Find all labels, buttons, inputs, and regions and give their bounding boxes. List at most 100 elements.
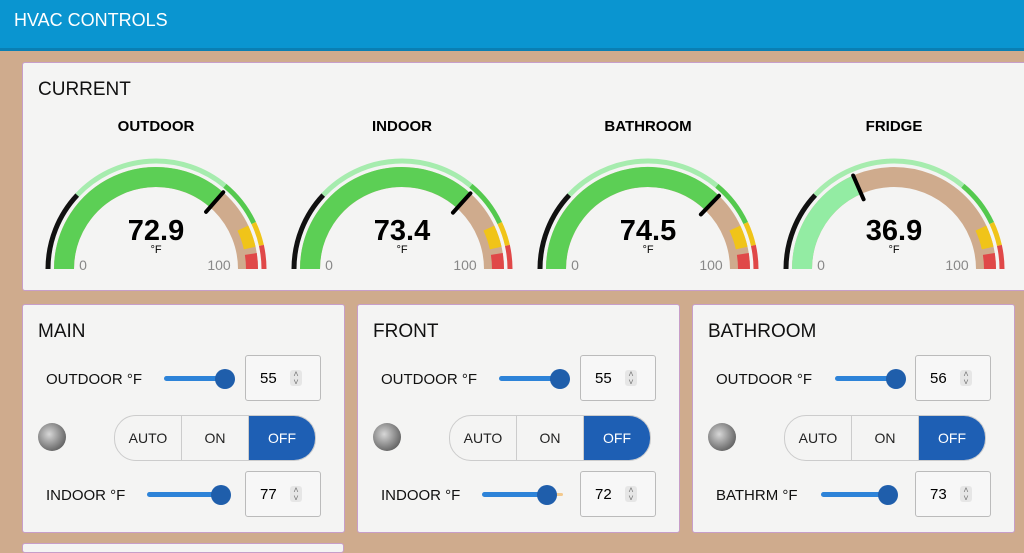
- mode-button[interactable]: OFF: [919, 416, 985, 460]
- gauge-band: [996, 244, 1005, 270]
- slider-track[interactable]: [164, 376, 225, 381]
- gauge-band: [813, 158, 965, 197]
- mode-button[interactable]: OFF: [249, 416, 315, 460]
- number-value: 55: [595, 370, 612, 387]
- slider[interactable]: [537, 485, 557, 505]
- gauge-end-red: [244, 253, 258, 270]
- gauge-value: 72.9: [128, 215, 184, 247]
- gauge-fill: [300, 167, 471, 270]
- gauge-end-yellow: [483, 225, 502, 250]
- mode-toggle: AUTO ON OFF: [449, 415, 651, 461]
- mode-button[interactable]: ON: [852, 416, 919, 460]
- status-led: [373, 423, 401, 451]
- gauge-band: [251, 221, 264, 247]
- gauge-end-yellow: [729, 225, 748, 250]
- slider-track[interactable]: [499, 376, 560, 381]
- control-label: INDOOR °F: [381, 487, 461, 504]
- gauge-band: [537, 193, 572, 270]
- gauge-end-red: [736, 253, 750, 270]
- mode-button[interactable]: OFF: [584, 416, 650, 460]
- zone-title: MAIN: [38, 321, 86, 342]
- number-input[interactable]: 77 ˄ ˅: [245, 471, 321, 517]
- slider[interactable]: [215, 369, 235, 389]
- gauge-label: BATHROOM: [604, 118, 691, 135]
- control-label: OUTDOOR °F: [716, 371, 812, 388]
- zone-panel: MAIN OUTDOOR °F 55 ˄ ˅ INDOOR °F 77 ˄ ˅ AUTO ON OFF: [22, 304, 345, 533]
- slider-track[interactable]: [821, 492, 888, 497]
- gauge-band: [961, 183, 994, 225]
- mode-button[interactable]: ON: [182, 416, 249, 460]
- mode-button[interactable]: ON: [517, 416, 584, 460]
- slider[interactable]: [211, 485, 231, 505]
- gauge-needle: [450, 191, 473, 215]
- gauge-value: 36.9: [866, 215, 922, 247]
- zone-title: FRONT: [373, 321, 439, 342]
- gauge-band: [715, 183, 748, 225]
- slider[interactable]: [550, 369, 570, 389]
- gauge-band: [497, 221, 510, 247]
- status-led: [708, 423, 736, 451]
- gauge-min: 0: [817, 257, 825, 273]
- gauge-band: [750, 244, 759, 270]
- mode-button[interactable]: AUTO: [115, 416, 182, 460]
- gauge-label: OUTDOOR: [118, 118, 195, 135]
- gauge-band: [743, 221, 756, 247]
- number-input[interactable]: 55 ˄ ˅: [245, 355, 321, 401]
- number-input[interactable]: 73 ˄ ˅: [915, 471, 991, 517]
- slider[interactable]: [878, 485, 898, 505]
- gauge-band: [291, 193, 326, 270]
- number-value: 55: [260, 370, 277, 387]
- gauge-max: 100: [207, 257, 231, 273]
- current-panel: CURRENT OUTDOOR 72.9 °F 0 100 INDOOR 73.4 °F 0 10…: [22, 62, 1024, 291]
- slider-track[interactable]: [482, 492, 547, 497]
- gauge-end-red: [490, 253, 504, 270]
- slider-track[interactable]: [147, 492, 221, 497]
- spinner: ˄ ˅: [960, 370, 972, 387]
- slider[interactable]: [886, 369, 906, 389]
- gauge-unit: °F: [888, 244, 899, 256]
- gauge-band: [504, 244, 513, 270]
- gauge-band: [783, 193, 818, 270]
- number-input[interactable]: 56 ˄ ˅: [915, 355, 991, 401]
- control-label: OUTDOOR °F: [46, 371, 142, 388]
- spinner: ˄ ˅: [960, 486, 972, 503]
- header: HVAC CONTROLS: [0, 0, 1024, 51]
- number-value: 56: [930, 370, 947, 387]
- gauge-band: [567, 158, 719, 197]
- spinner: ˄ ˅: [290, 370, 302, 387]
- control-label: OUTDOOR °F: [381, 371, 477, 388]
- gauge-band: [989, 221, 1002, 247]
- mode-button[interactable]: AUTO: [785, 416, 852, 460]
- number-value: 73: [930, 486, 947, 503]
- number-input[interactable]: 55 ˄ ˅: [580, 355, 656, 401]
- gauge-max: 100: [945, 257, 969, 273]
- gauge-end-red: [982, 253, 996, 270]
- gauge-band: [223, 183, 256, 225]
- mode-toggle: AUTO ON OFF: [114, 415, 316, 461]
- mode-toggle: AUTO ON OFF: [784, 415, 986, 461]
- mode-button[interactable]: AUTO: [450, 416, 517, 460]
- gauge-unit: °F: [150, 244, 161, 256]
- gauge-needle: [698, 193, 721, 217]
- control-label: INDOOR °F: [46, 487, 126, 504]
- number-value: 77: [260, 486, 277, 503]
- gauge-needle: [851, 173, 866, 202]
- slider-track[interactable]: [835, 376, 896, 381]
- gauge-fill: [546, 167, 719, 270]
- header-title: HVAC CONTROLS: [14, 10, 168, 30]
- gauge-band: [258, 244, 267, 270]
- gauge-max: 100: [699, 257, 723, 273]
- gauge-min: 0: [571, 257, 579, 273]
- gauge-band: [45, 193, 80, 270]
- gauge-end-yellow: [975, 225, 994, 250]
- gauge-label: FRIDGE: [866, 118, 923, 135]
- gauge-band: [321, 158, 473, 197]
- spinner: ˄ ˅: [625, 486, 637, 503]
- status-led: [38, 423, 66, 451]
- number-input[interactable]: 72 ˄ ˅: [580, 471, 656, 517]
- zone-panel: BATHROOM OUTDOOR °F 56 ˄ ˅ BATHRM °F 73 ˄ ˅ AUTO O…: [692, 304, 1015, 533]
- gauge-unit: °F: [642, 244, 653, 256]
- gauge-value: 74.5: [620, 215, 676, 247]
- zone-title: BATHROOM: [708, 321, 817, 342]
